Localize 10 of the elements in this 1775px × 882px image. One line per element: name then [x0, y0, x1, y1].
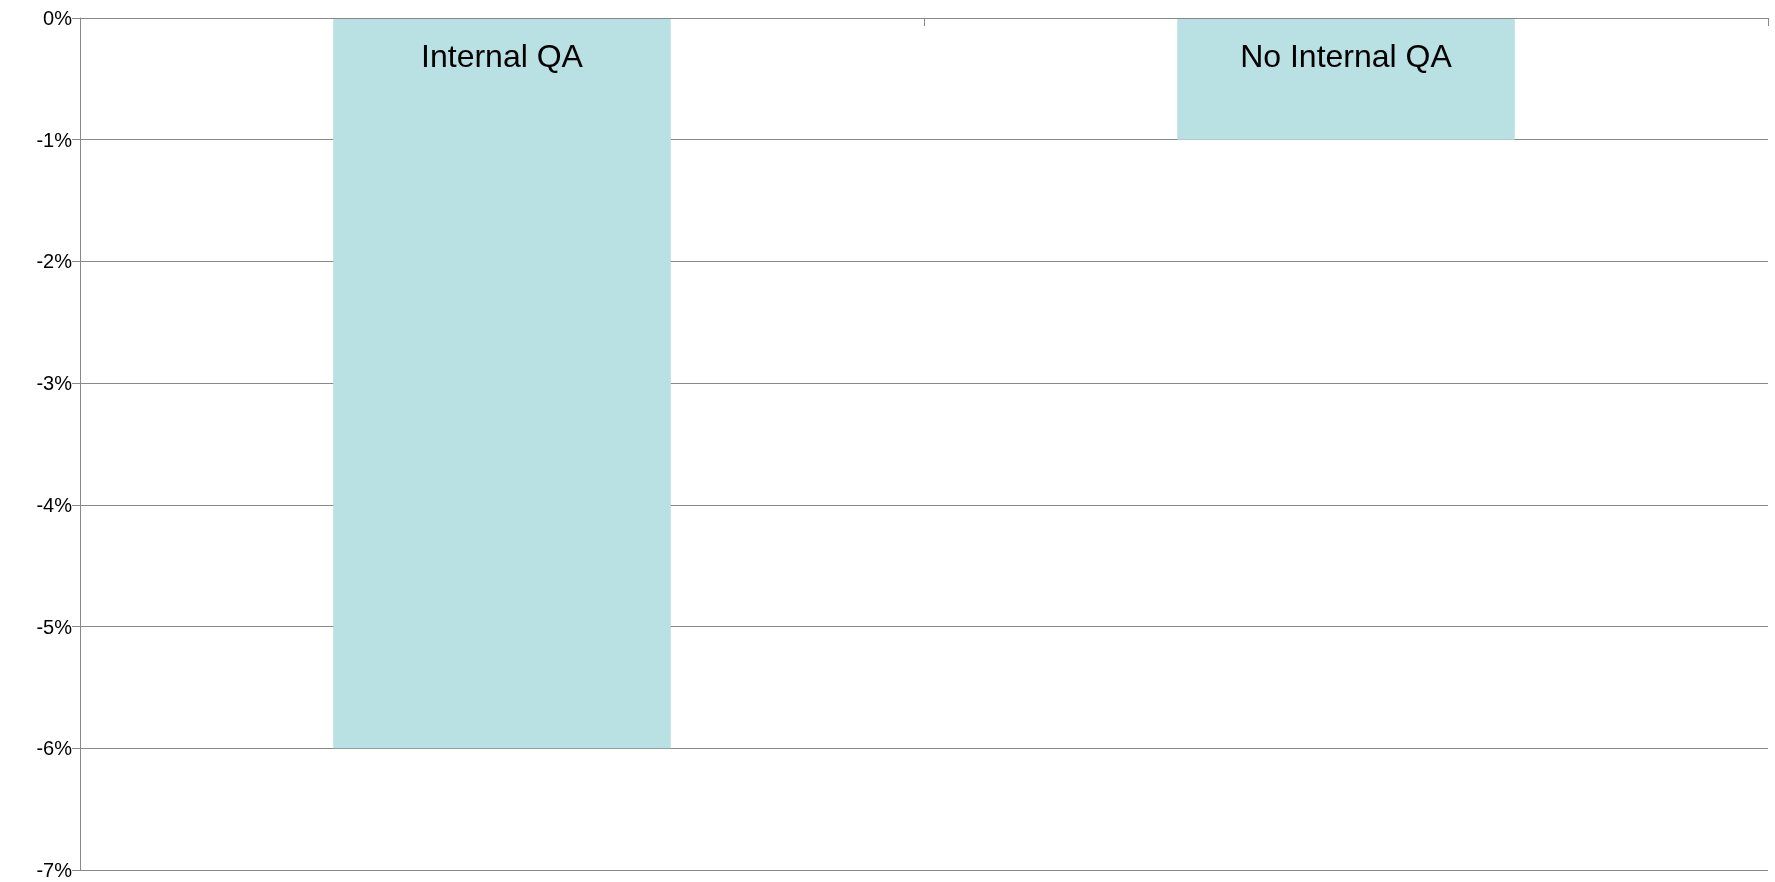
y-tick-label: -3% [36, 372, 73, 395]
y-tick-label: -5% [36, 615, 73, 638]
x-tick-label: No Internal QA [1240, 38, 1453, 74]
y-tick-label: -4% [36, 493, 73, 516]
y-tick-label: 0% [43, 7, 73, 29]
y-tick-label: -2% [36, 250, 73, 273]
y-tick-label: -7% [36, 859, 73, 881]
y-tick-label: -1% [36, 128, 73, 151]
x-tick-label: Internal QA [421, 38, 584, 74]
y-tick-label: -6% [36, 737, 73, 760]
